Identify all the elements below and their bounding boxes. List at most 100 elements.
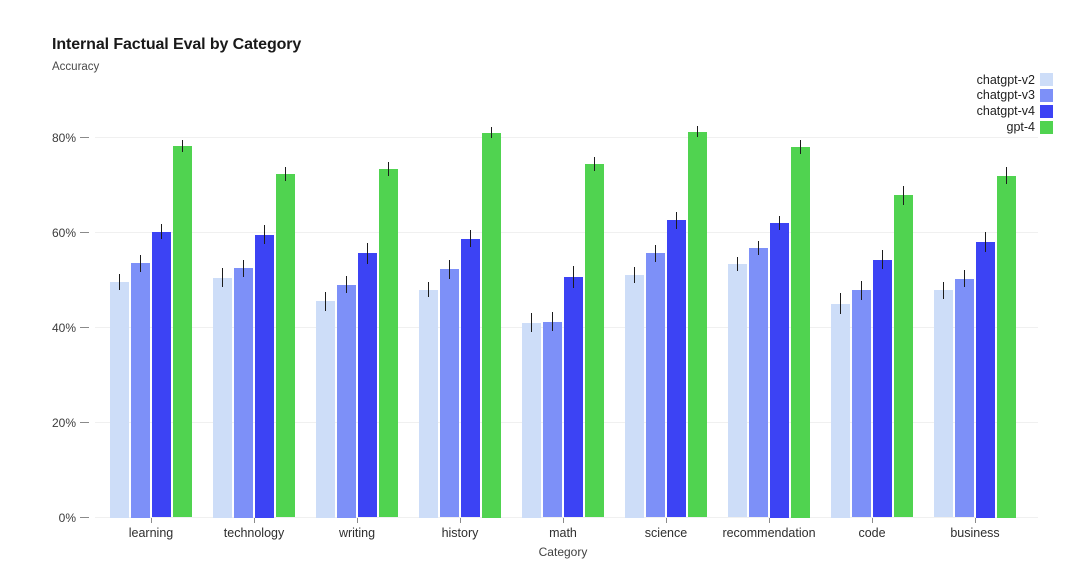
chart-title: Internal Factual Eval by Category — [52, 36, 302, 53]
x-tick-mark — [769, 517, 770, 523]
bar-chatgpt-v3-technology — [233, 268, 254, 518]
error-bar-chatgpt-v4-code — [881, 250, 884, 270]
bar-gpt-4-recommendation — [790, 147, 810, 518]
bar-gpt-4-code — [893, 195, 913, 518]
error-bar-gpt-4-learning — [181, 140, 184, 152]
bar-chatgpt-v2-writing — [316, 301, 336, 518]
gridline-80 — [95, 137, 1038, 138]
bar-chatgpt-v2-business — [934, 290, 954, 518]
y-tick-mark — [80, 517, 89, 518]
y-tick-mark — [80, 137, 89, 138]
error-bar-chatgpt-v4-math — [572, 266, 575, 289]
error-bar-chatgpt-v3-code — [860, 280, 863, 300]
bar-chatgpt-v3-recommendation — [748, 247, 769, 518]
bar-chatgpt-v3-learning — [130, 263, 151, 518]
x-tick-label-science: science — [644, 525, 688, 540]
y-tick-label: 80% — [51, 130, 76, 145]
bar-gpt-4-technology — [275, 174, 295, 518]
bar-chatgpt-v2-learning — [110, 282, 130, 518]
error-bar-chatgpt-v4-business — [984, 231, 987, 253]
error-bar-chatgpt-v2-math — [530, 313, 533, 333]
x-tick-label-business: business — [950, 525, 1000, 540]
bar-chatgpt-v4-recommendation — [769, 223, 790, 518]
y-tick-label: 60% — [51, 225, 76, 240]
error-bar-chatgpt-v3-writing — [345, 276, 348, 294]
error-bar-gpt-4-code — [902, 185, 905, 205]
legend-item-chatgpt-v3: chatgpt-v3 — [977, 88, 1053, 104]
gridline-0 — [95, 517, 1038, 518]
bar-chatgpt-v3-writing — [336, 284, 357, 518]
x-tick-mark — [254, 517, 255, 523]
legend-item-chatgpt-v2: chatgpt-v2 — [977, 72, 1053, 88]
bar-chatgpt-v4-business — [975, 242, 996, 518]
error-bar-chatgpt-v2-learning — [118, 274, 121, 291]
bar-chatgpt-v2-science — [625, 275, 645, 518]
bar-chatgpt-v4-technology — [254, 234, 275, 518]
error-bar-chatgpt-v4-science — [675, 211, 678, 229]
bar-chatgpt-v4-math — [563, 277, 584, 518]
x-tick-label-writing: writing — [338, 525, 376, 540]
error-bar-chatgpt-v4-writing — [366, 242, 369, 264]
bar-gpt-4-science — [687, 131, 707, 518]
bar-gpt-4-business — [996, 175, 1016, 518]
error-bar-chatgpt-v4-recommendation — [778, 215, 781, 231]
x-tick-mark — [357, 517, 358, 523]
error-bar-chatgpt-v3-recommendation — [757, 240, 760, 255]
bar-chatgpt-v4-code — [872, 259, 893, 518]
error-bar-chatgpt-v3-math — [551, 312, 554, 332]
error-bar-chatgpt-v3-learning — [139, 254, 142, 272]
legend: chatgpt-v2 chatgpt-v3 chatgpt-v4 gpt-4 — [977, 72, 1053, 135]
bar-gpt-4-history — [481, 132, 501, 518]
bar-chatgpt-v2-recommendation — [728, 263, 748, 518]
x-tick-label-history: history — [441, 525, 479, 540]
error-bar-chatgpt-v3-technology — [242, 259, 245, 277]
x-tick-label-technology: technology — [223, 525, 285, 540]
legend-item-gpt-4: gpt-4 — [977, 119, 1053, 135]
legend-label: chatgpt-v3 — [976, 88, 1035, 103]
legend-swatch — [1040, 73, 1053, 87]
bar-chatgpt-v2-code — [831, 303, 851, 518]
y-tick-label: 0% — [58, 510, 76, 525]
legend-label: chatgpt-v2 — [976, 72, 1035, 87]
error-bar-chatgpt-v4-learning — [160, 224, 163, 239]
y-axis-title: Accuracy — [52, 61, 100, 73]
bar-gpt-4-writing — [378, 168, 398, 518]
bar-chatgpt-v4-science — [666, 220, 687, 518]
error-bar-chatgpt-v2-history — [427, 282, 430, 297]
error-bar-chatgpt-v2-code — [839, 293, 842, 315]
x-tick-label-learning: learning — [128, 525, 174, 540]
legend-swatch — [1040, 89, 1053, 103]
y-tick-label: 40% — [51, 320, 76, 335]
error-bar-gpt-4-writing — [387, 161, 390, 176]
bar-chatgpt-v2-math — [522, 322, 542, 518]
bar-chatgpt-v4-history — [460, 238, 481, 518]
gridline-60 — [95, 232, 1038, 233]
error-bar-chatgpt-v2-recommendation — [736, 256, 739, 271]
legend-swatch — [1040, 120, 1053, 134]
legend-label: chatgpt-v4 — [976, 104, 1035, 119]
x-tick-label-recommendation: recommendation — [722, 525, 816, 540]
x-tick-mark — [872, 517, 873, 523]
y-tick-label: 20% — [51, 415, 76, 430]
bar-chatgpt-v2-history — [419, 289, 439, 518]
bar-chatgpt-v3-business — [954, 278, 975, 518]
error-bar-chatgpt-v3-science — [654, 244, 657, 262]
error-bar-gpt-4-science — [696, 126, 699, 138]
x-tick-label-math: math — [549, 525, 577, 540]
error-bar-gpt-4-history — [490, 127, 493, 139]
x-tick-mark — [460, 517, 461, 523]
x-tick-label-code: code — [858, 525, 886, 540]
error-bar-chatgpt-v3-business — [963, 270, 966, 288]
error-bar-chatgpt-v2-science — [633, 267, 636, 284]
legend-label: gpt-4 — [1006, 120, 1036, 135]
error-bar-chatgpt-v3-history — [448, 259, 451, 279]
bar-chatgpt-v4-writing — [357, 253, 378, 518]
error-bar-gpt-4-technology — [284, 166, 287, 182]
x-tick-mark — [563, 517, 564, 523]
y-tick-mark — [80, 232, 89, 233]
legend-swatch — [1040, 104, 1053, 118]
y-tick-mark — [80, 327, 89, 328]
error-bar-gpt-4-math — [593, 156, 596, 172]
error-bar-gpt-4-recommendation — [799, 139, 802, 155]
